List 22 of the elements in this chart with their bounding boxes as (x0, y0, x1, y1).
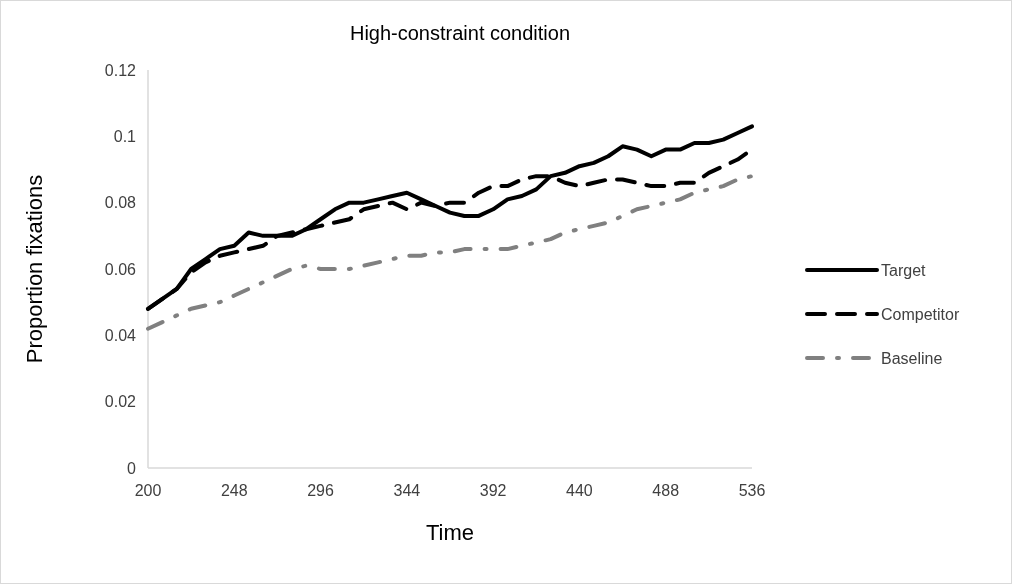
chart-title: High-constraint condition (349, 22, 571, 44)
x-tick-label: 200 (134, 482, 162, 499)
x-tick-label: 536 (738, 482, 766, 499)
y-axis-title: Proportion fixations (22, 174, 47, 364)
y-tick-label: 0.06 (104, 260, 137, 278)
y-tick-label: 0.12 (104, 61, 137, 79)
x-tick-label: 248 (220, 482, 248, 499)
y-tick-label: 0.02 (104, 393, 137, 411)
legend-label: Competitor (881, 305, 960, 323)
x-tick-label: 440 (566, 482, 593, 499)
y-tick-label: 0.1 (113, 127, 137, 145)
legend-label: Target (881, 261, 927, 279)
line-series (146, 174, 754, 331)
x-axis-title: Time (425, 520, 475, 545)
x-tick-label: 296 (307, 482, 335, 499)
y-tick-label: 0.04 (104, 326, 137, 344)
x-tick-label: 344 (393, 482, 421, 499)
y-tick-label: 0.08 (104, 194, 137, 212)
x-tick-label: 392 (479, 482, 507, 499)
y-tick-label: 0 (127, 459, 137, 477)
legend-label: Baseline (881, 349, 943, 367)
x-tick-label: 488 (652, 482, 680, 499)
